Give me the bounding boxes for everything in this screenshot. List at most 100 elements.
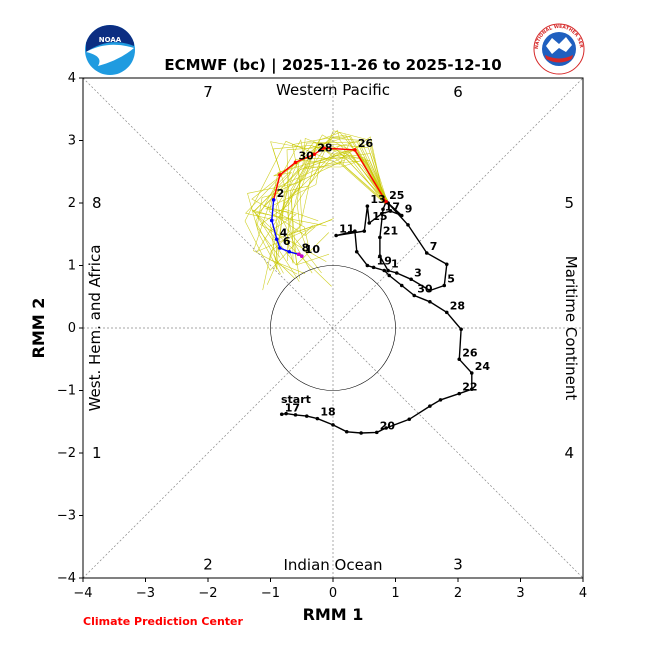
series-point (382, 268, 387, 273)
phase-label-6: 6 (453, 83, 463, 101)
ensemble-member-line (272, 141, 387, 241)
series-point (312, 152, 317, 157)
ensemble-member-line (244, 140, 388, 271)
phase-label-8: 8 (92, 194, 102, 212)
day-label: 21 (383, 224, 398, 237)
phase-label-5: 5 (564, 194, 574, 212)
region-label-left: West. Hem. and Africa (86, 245, 104, 412)
series-point (353, 148, 357, 152)
chart-title: ECMWF (bc) | 2025-11-26 to 2025-12-10 (164, 56, 501, 75)
noaa-logo-text: NOAA (99, 36, 122, 44)
day-label: 13 (370, 193, 385, 206)
day-label: 18 (320, 406, 335, 419)
series-point (284, 411, 288, 416)
series-point (386, 268, 390, 273)
day-label: 30 (299, 149, 315, 162)
series-point (399, 213, 404, 218)
series-point (278, 246, 282, 250)
series-point (365, 263, 370, 268)
ensemble-member-line (270, 144, 387, 270)
day-label: 26 (358, 137, 374, 150)
y-tick-label: −4 (57, 571, 76, 586)
ensemble-member-line (266, 137, 388, 285)
day-label: 10 (305, 243, 321, 256)
y-tick-label: 2 (68, 196, 76, 211)
series-point (354, 249, 359, 254)
series-point (444, 262, 449, 267)
region-label-bottom: Indian Ocean (283, 556, 382, 574)
series-point (387, 273, 392, 278)
series-point (321, 146, 326, 150)
ensemble-member-line (253, 136, 385, 275)
day-label: 24 (475, 360, 491, 373)
rmm-trajectories (269, 146, 474, 435)
series-point (442, 283, 447, 288)
ensemble-member-line (252, 130, 388, 287)
day-label: 17 (385, 201, 400, 214)
series-point (469, 371, 474, 375)
series-line-observed (281, 201, 473, 434)
y-tick-label: 1 (68, 259, 76, 274)
region-label-top: Western Pacific (276, 81, 390, 99)
day-label: 3 (414, 266, 422, 279)
series-point (331, 423, 335, 427)
unit-circle (270, 265, 396, 391)
series-point (412, 293, 417, 298)
series-point (457, 391, 462, 396)
series-point (407, 417, 412, 422)
series-point (469, 387, 474, 392)
series-point (344, 429, 349, 434)
x-tick-label: 1 (391, 586, 399, 601)
phase-label-4: 4 (564, 444, 574, 462)
ensemble-member-line (256, 136, 386, 266)
ensemble-member-line (286, 134, 387, 262)
series-point (274, 237, 279, 242)
ensemble-member-line (290, 158, 387, 266)
x-tick-label: −2 (198, 586, 217, 601)
phase-label-1: 1 (92, 444, 102, 462)
x-tick-label: 0 (329, 586, 337, 601)
series-point (374, 430, 379, 435)
series-point (359, 431, 363, 435)
series-point (384, 426, 388, 430)
day-label: 7 (430, 240, 438, 253)
day-label: 1 (391, 258, 399, 271)
y-tick-label: 4 (68, 71, 76, 86)
axis-ticks: −4 −3 −2 −1 0 1 2 3 4 −4 −3 −2 −1 0 1 2 3 4 (57, 71, 587, 601)
x-tick-label: −1 (261, 586, 280, 601)
series-point (362, 229, 367, 233)
ensemble-member-line (286, 146, 385, 274)
day-label: 28 (450, 299, 465, 312)
series-point (381, 207, 385, 212)
ensemble-member-line (262, 141, 386, 291)
series-point (334, 233, 338, 238)
series-point (365, 204, 370, 208)
series-point (304, 414, 309, 418)
series-point (367, 221, 372, 225)
region-label-right: Maritime Continent (562, 256, 580, 401)
credit-label: Climate Prediction Center (83, 615, 243, 628)
series-point (438, 398, 443, 402)
series-point (444, 310, 449, 315)
y-tick-label: 0 (68, 321, 76, 336)
series-point (278, 173, 282, 177)
noaa-logo: NOAA (85, 25, 135, 75)
day-label: 28 (317, 141, 332, 154)
day-label: 30 (417, 283, 433, 296)
series-point (296, 252, 301, 257)
day-label: 11 (339, 223, 354, 236)
day-label: 2 (277, 187, 285, 200)
series-point (459, 327, 463, 332)
phase-label-7: 7 (203, 83, 213, 101)
ensemble-members (244, 129, 389, 291)
day-label: 20 (380, 419, 396, 432)
x-tick-label: 2 (454, 586, 462, 601)
series-point (293, 160, 298, 165)
series-point (315, 416, 320, 421)
series-point (384, 199, 388, 204)
x-axis-label: RMM 1 (303, 605, 364, 624)
y-tick-label: −3 (57, 509, 76, 524)
y-tick-label: −1 (57, 384, 76, 399)
